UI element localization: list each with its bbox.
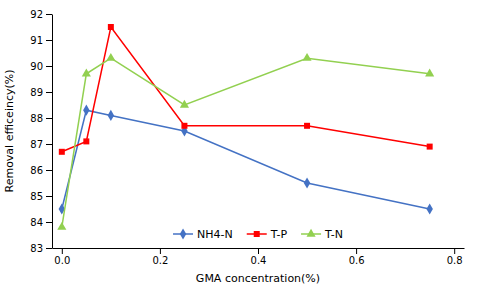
legend-item: T-N (301, 228, 343, 241)
x-tick-label: 0.4 (251, 255, 267, 266)
x-tick: 0.0 (54, 248, 70, 266)
x-tick-mark (356, 248, 357, 254)
x-tick: 0.8 (447, 248, 463, 266)
y-tick-mark (46, 144, 52, 145)
y-tick-mark (46, 222, 52, 223)
legend-swatch-marker (254, 231, 260, 237)
y-tick-mark (46, 170, 52, 171)
series-marker (425, 69, 434, 77)
y-tick: 90 (30, 61, 52, 72)
y-tick-label: 88 (30, 113, 43, 124)
legend-label: T-P (270, 228, 288, 241)
y-tick-label: 92 (30, 9, 43, 20)
x-tick-label: 0.0 (54, 255, 70, 266)
series-marker (302, 53, 311, 61)
y-tick-mark (46, 14, 52, 15)
series-line (62, 27, 430, 152)
series-line (62, 110, 430, 209)
series-marker (427, 144, 433, 150)
y-tick-label: 90 (30, 61, 43, 72)
legend-label: T-N (324, 228, 343, 241)
x-axis: 0.0 0.2 0.4 0.6 0.8 (53, 248, 465, 266)
series-marker (57, 222, 66, 230)
y-tick: 92 (30, 9, 52, 20)
legend-swatch-marker (180, 228, 186, 239)
y-tick-label: 86 (30, 165, 43, 176)
x-tick-label: 0.2 (152, 255, 168, 266)
y-tick-label: 91 (30, 35, 43, 46)
series-group (57, 24, 434, 230)
y-tick: 84 (30, 217, 52, 228)
series-marker (304, 177, 310, 188)
series-marker (106, 53, 115, 61)
series-marker (59, 149, 65, 155)
y-tick: 88 (30, 113, 52, 124)
legend-item: T-P (247, 228, 288, 241)
y-tick-label: 85 (30, 191, 43, 202)
series-marker (304, 123, 310, 129)
y-axis: 83 84 85 86 87 88 89 90 91 92 (30, 9, 52, 254)
legend-label: NH4-N (197, 228, 233, 241)
legend-swatch-marker (306, 229, 315, 237)
series-marker (426, 203, 432, 214)
plot: 0.0 0.2 0.4 0.6 0.8 83 84 85 86 87 88 89 90 91 92 NH4-N… (30, 9, 464, 266)
y-tick-label: 89 (30, 87, 43, 98)
series-marker (181, 123, 187, 129)
x-tick-label: 0.6 (349, 255, 365, 266)
y-tick-mark (46, 40, 52, 41)
series-line (62, 58, 430, 227)
series-marker (83, 138, 89, 144)
y-tick: 83 (30, 243, 52, 254)
y-tick-label: 83 (30, 243, 43, 254)
y-tick: 87 (30, 139, 52, 150)
y-axis-line (52, 15, 53, 249)
y-tick-label: 84 (30, 217, 43, 228)
x-tick-mark (160, 248, 161, 254)
y-tick: 85 (30, 191, 52, 202)
chart: 0.0 0.2 0.4 0.6 0.8 83 84 85 86 87 88 89 90 91 92 NH4-N… (0, 0, 480, 288)
x-tick: 0.4 (251, 248, 267, 266)
series-marker (82, 69, 91, 77)
y-tick-label: 87 (30, 139, 43, 150)
x-tick: 0.6 (349, 248, 365, 266)
legend-item: NH4-N (173, 228, 233, 241)
series-marker (108, 24, 114, 30)
y-tick: 86 (30, 165, 52, 176)
x-tick-mark (454, 248, 455, 254)
y-tick-mark (46, 118, 52, 119)
series-marker (180, 100, 189, 108)
y-tick: 89 (30, 87, 52, 98)
legend: NH4-N T-P T-N (173, 228, 343, 241)
x-axis-title: GMA concentration(%) (196, 272, 320, 285)
y-tick-mark (46, 248, 52, 249)
x-tick-mark (62, 248, 63, 254)
y-tick: 91 (30, 35, 52, 46)
y-axis-title: Removal efficeincy(%) (3, 69, 16, 192)
x-tick-mark (258, 248, 259, 254)
x-tick-label: 0.8 (447, 255, 463, 266)
x-tick: 0.2 (152, 248, 168, 266)
series-marker (83, 105, 89, 116)
y-tick-mark (46, 196, 52, 197)
y-tick-mark (46, 66, 52, 67)
y-tick-mark (46, 92, 52, 93)
series-marker (108, 110, 114, 121)
